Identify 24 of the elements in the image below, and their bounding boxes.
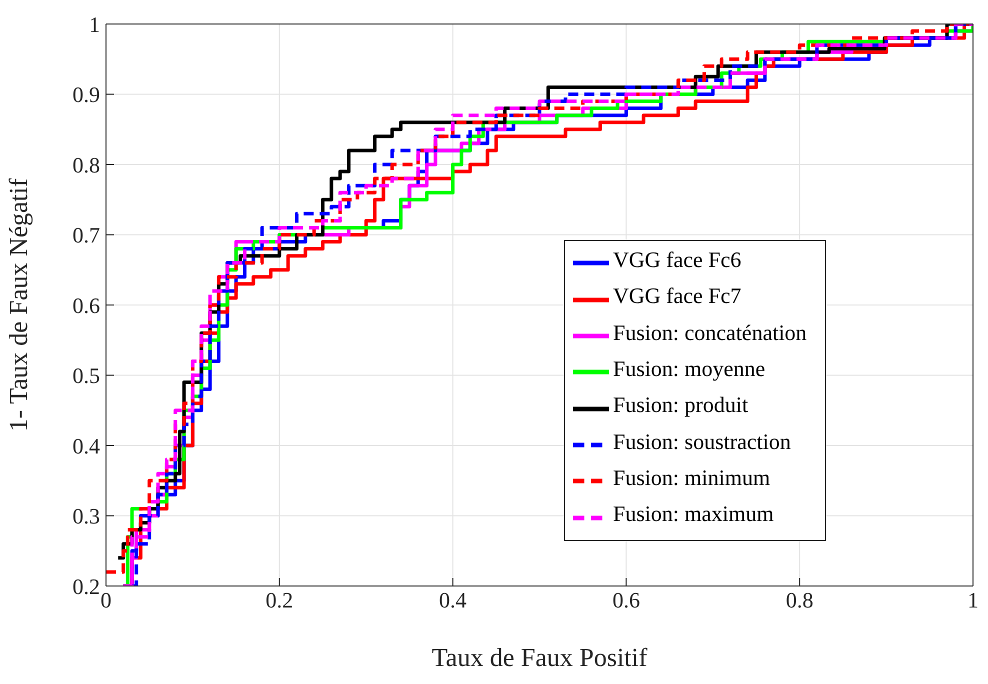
x-tick-label: 1 <box>968 588 978 613</box>
y-tick-label: 0.4 <box>72 433 100 458</box>
x-tick-label: 0.6 <box>612 588 640 613</box>
legend-label: Fusion: moyenne <box>613 356 766 381</box>
y-tick-label: 0.7 <box>72 222 100 248</box>
legend-label: Fusion: maximum <box>613 501 774 526</box>
legend-label: Fusion: soustraction <box>613 428 791 454</box>
legend-label: Fusion: produit <box>613 392 748 418</box>
legend-label: Fusion: minimum <box>613 464 770 490</box>
y-tick-label: 0.5 <box>72 363 100 388</box>
y-axis-title: 1- Taux de Faux Négatif <box>4 178 34 432</box>
y-tick-label: 0.8 <box>72 152 100 178</box>
legend-label: Fusion: concaténation <box>613 320 807 345</box>
x-tick-label: 0.2 <box>266 588 294 613</box>
legend-label: VGG face Fc6 <box>613 247 742 272</box>
x-tick-label: 0.8 <box>786 588 814 613</box>
legend-label: VGG face Fc7 <box>613 283 742 308</box>
y-tick-label: 1 <box>89 12 100 37</box>
x-tick-label: 0.4 <box>439 588 467 613</box>
x-tick-label: 0 <box>100 588 112 613</box>
x-axis-title: Taux de Faux Positif <box>432 643 648 672</box>
y-tick-label: 0.6 <box>72 292 100 318</box>
y-tick-label: 0.9 <box>72 82 100 108</box>
y-tick-label: 0.3 <box>72 504 100 529</box>
